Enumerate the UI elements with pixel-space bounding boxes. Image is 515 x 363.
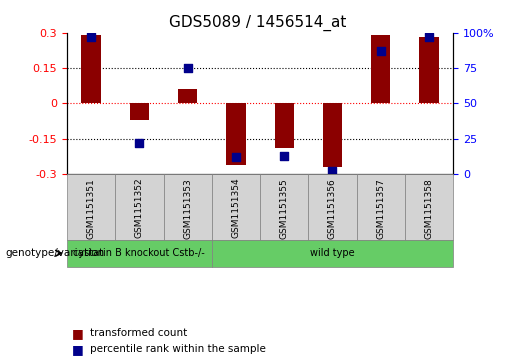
Text: percentile rank within the sample: percentile rank within the sample	[90, 344, 266, 354]
Bar	[274, 103, 294, 148]
Text: GDS5089 / 1456514_at: GDS5089 / 1456514_at	[169, 15, 346, 31]
Point	[329, 168, 337, 174]
Bar	[81, 35, 101, 103]
Text: GSM1151353: GSM1151353	[183, 178, 192, 238]
Text: GSM1151355: GSM1151355	[280, 178, 289, 238]
Bar	[323, 103, 342, 167]
Text: genotype/variation: genotype/variation	[5, 248, 104, 258]
Text: ■: ■	[72, 327, 84, 340]
Point	[87, 34, 95, 40]
Text: transformed count: transformed count	[90, 328, 187, 338]
Bar	[371, 35, 390, 103]
Point	[376, 48, 385, 54]
Text: GSM1151351: GSM1151351	[87, 178, 96, 238]
Bar	[226, 103, 246, 165]
Text: GSM1151356: GSM1151356	[328, 178, 337, 238]
Text: wild type: wild type	[310, 248, 355, 258]
Point	[183, 65, 192, 71]
Bar	[130, 103, 149, 120]
Text: GSM1151357: GSM1151357	[376, 178, 385, 238]
Bar	[419, 37, 439, 103]
Text: ■: ■	[72, 343, 84, 356]
Point	[280, 153, 288, 159]
Point	[232, 154, 240, 160]
Point	[135, 140, 144, 146]
Text: GSM1151352: GSM1151352	[135, 178, 144, 238]
Bar	[178, 89, 197, 103]
Text: cystatin B knockout Cstb-/-: cystatin B knockout Cstb-/-	[74, 248, 205, 258]
Text: GSM1151358: GSM1151358	[424, 178, 434, 238]
Text: GSM1151354: GSM1151354	[231, 178, 241, 238]
Point	[425, 34, 433, 40]
